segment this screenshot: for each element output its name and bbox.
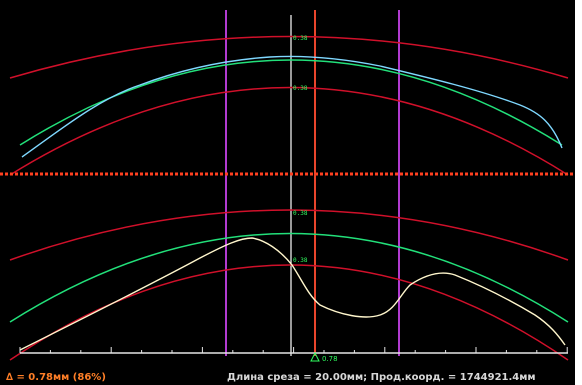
bottom-measured-curve (19, 237, 566, 351)
bottom-lower-tolerance-curve (9, 264, 569, 361)
top-upper-tolerance-curve (9, 35, 569, 79)
bottom-upper-tolerance-curve (9, 209, 569, 261)
axis-ticks (19, 347, 568, 353)
top-measured-curve (21, 55, 563, 158)
delta-marker-icon[interactable] (310, 351, 320, 362)
cut-info: Длина среза = 20.00мм; Прод.коорд. = 174… (227, 372, 536, 383)
delta-marker-value: 0.78 (322, 355, 338, 363)
top-inner-label: 0.38 (293, 85, 308, 92)
top-lower-tolerance-curve (9, 86, 569, 176)
bottom-reference-curve (9, 232, 569, 323)
delta-readout: ∆ = 0.78мм (86%) (6, 372, 106, 383)
top-outer-label: 0.38 (293, 35, 308, 42)
top-reference-curve (19, 59, 563, 146)
bottom-outer-label: 0.38 (293, 210, 308, 217)
bottom-inner-label: 0.38 (293, 257, 308, 264)
status-bar: ∆ = 0.78мм (86%) Длина среза = 20.00мм; … (0, 370, 575, 385)
window-edge (575, 0, 582, 385)
